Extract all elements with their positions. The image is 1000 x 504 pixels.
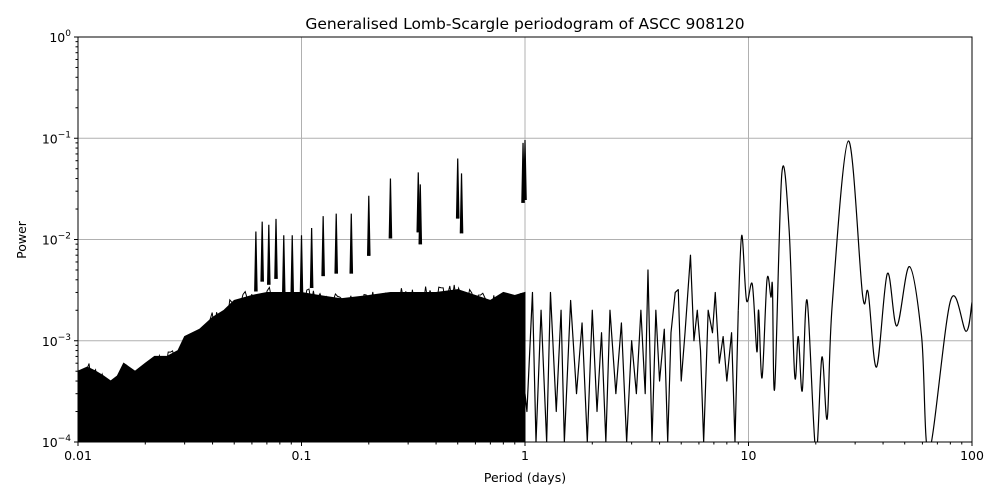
harmonic-peak <box>290 235 295 296</box>
y-tick-label: 100 <box>49 29 71 45</box>
oscillating-series-line <box>524 254 739 442</box>
harmonic-peak <box>309 227 314 288</box>
harmonic-peak <box>334 213 339 274</box>
y-tick-label: 10−4 <box>42 434 71 450</box>
chart-title: Generalised Lomb-Scargle periodogram of … <box>305 15 744 33</box>
harmonic-peak <box>366 195 371 256</box>
x-tick-label: 100 <box>960 448 984 463</box>
harmonic-peak <box>459 173 464 234</box>
dense-noise-fill <box>78 289 526 442</box>
y-tick-label: 10−1 <box>42 130 71 146</box>
x-tick-label: 10 <box>741 448 757 463</box>
harmonic-peak <box>418 184 423 245</box>
harmonic-peak <box>281 235 286 296</box>
harmonic-peak <box>349 213 354 274</box>
harmonic-peak <box>260 221 264 282</box>
harmonic-peak <box>267 224 271 285</box>
harmonic-peak <box>254 231 258 292</box>
harmonic-peak <box>455 158 460 219</box>
y-axis-label: Power <box>14 220 29 259</box>
x-tick-label: 1 <box>521 448 529 463</box>
x-tick-label: 0.1 <box>292 448 312 463</box>
harmonic-peak <box>416 172 421 233</box>
axis-ticks: 0.01 0.1 1 10 100 10−4 10−3 10−2 10−1 100 <box>42 29 984 463</box>
y-tick-label: 10−3 <box>42 333 71 349</box>
dense-noise-line <box>78 284 526 397</box>
harmonic-peak <box>321 216 325 277</box>
harmonic-peak <box>388 178 393 239</box>
harmonic-peak <box>299 235 304 296</box>
data-series <box>78 140 972 442</box>
harmonic-peak <box>523 140 527 201</box>
x-tick-label: 0.01 <box>64 448 92 463</box>
x-axis-label: Period (days) <box>484 470 566 485</box>
smooth-series-line <box>737 140 972 442</box>
y-tick-label: 10−2 <box>42 232 71 248</box>
harmonic-peak <box>274 218 278 279</box>
